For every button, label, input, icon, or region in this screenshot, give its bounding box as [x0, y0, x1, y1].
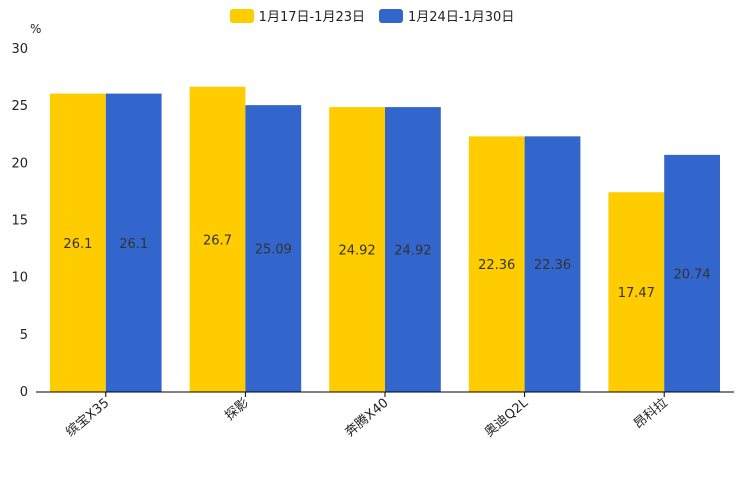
bar-4-series-2 — [524, 136, 581, 392]
x-tick-label-1: 缤宝X35 — [63, 395, 113, 440]
x-tick-label-4: 奥迪Q2L — [482, 395, 532, 440]
legend-swatch-series-2 — [379, 8, 403, 23]
data-label-3-series-1: 24.92 — [338, 244, 375, 259]
data-label-5-series-2: 20.74 — [673, 267, 710, 282]
bar-2-series-1 — [189, 86, 246, 392]
data-label-2-series-2: 25.09 — [255, 243, 292, 258]
y-tick-label-5: 5 — [20, 328, 28, 343]
y-tick-label-30: 30 — [11, 42, 28, 57]
bar-1-series-1 — [50, 93, 106, 392]
legend-item-series-2[interactable]: 1月24日-1月30日 — [379, 6, 514, 25]
y-tick-label-25: 25 — [11, 99, 28, 114]
y-tick-label-15: 15 — [11, 214, 28, 229]
data-label-2-series-1: 26.7 — [203, 233, 232, 248]
legend: 1月17日-1月23日 1月24日-1月30日 — [0, 6, 744, 25]
bar-5-series-2 — [664, 154, 720, 392]
legend-item-series-1[interactable]: 1月17日-1月23日 — [229, 6, 365, 25]
bar-3-series-2 — [385, 107, 441, 393]
bar-1-series-2 — [105, 93, 162, 392]
legend-label-series-2: 1月24日-1月30日 — [408, 10, 515, 25]
x-tick-label-5: 昂科拉 — [631, 396, 671, 433]
data-label-4-series-1: 22.36 — [478, 258, 515, 273]
bar-4-series-1 — [468, 136, 525, 392]
y-tick-label-10: 10 — [11, 271, 28, 286]
x-tick-label-2: 探影 — [222, 396, 252, 424]
data-label-5-series-1: 17.47 — [618, 286, 655, 301]
legend-swatch-series-1 — [229, 8, 254, 23]
data-label-1-series-2: 26.1 — [119, 237, 148, 252]
data-label-4-series-2: 22.36 — [534, 258, 571, 273]
data-label-3-series-2: 24.92 — [394, 244, 431, 259]
bar-2-series-2 — [245, 105, 302, 392]
y-tick-label-20: 20 — [11, 156, 28, 171]
y-axis-unit: % — [30, 22, 42, 36]
x-tick-label-3: 奔腾X40 — [342, 395, 392, 440]
data-label-1-series-1: 26.1 — [63, 237, 92, 252]
legend-label-series-1: 1月17日-1月23日 — [258, 10, 365, 25]
y-tick-label-0: 0 — [20, 385, 28, 400]
bar-5-series-1 — [608, 192, 665, 392]
bar-3-series-1 — [329, 107, 385, 393]
